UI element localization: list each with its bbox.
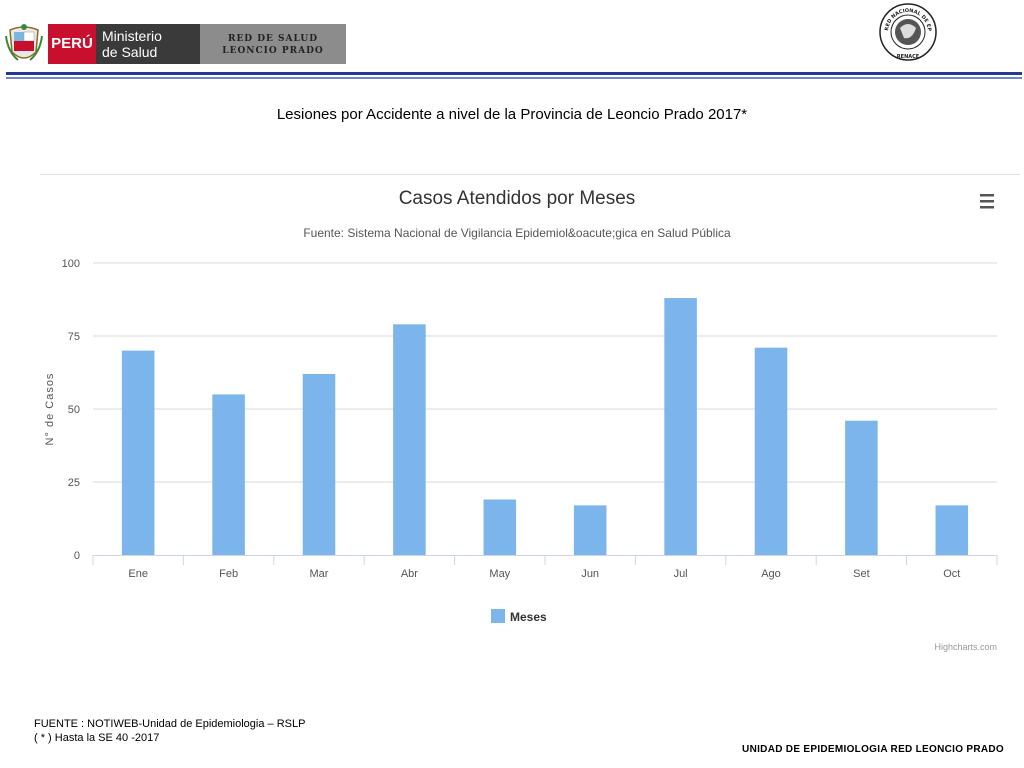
bar-jun[interactable]	[573, 505, 607, 555]
y-tick-label: 50	[68, 404, 80, 416]
bar-ago[interactable]	[754, 347, 788, 555]
bars	[121, 298, 969, 555]
footer-cutoff: ( * ) Hasta la SE 40 -2017	[34, 732, 160, 744]
bar-abr[interactable]	[393, 324, 426, 555]
ministry-label: Ministerio de Salud	[96, 24, 200, 64]
x-tick-label: Feb	[219, 568, 238, 580]
x-axis	[92, 555, 998, 565]
bar-set[interactable]	[845, 420, 878, 555]
ministry-line1: Ministerio	[102, 28, 162, 44]
seal-bottom-text: RENACE	[897, 54, 920, 60]
x-tick-label: Jul	[674, 568, 688, 580]
network-label: RED DE SALUD LEONCIO PRADO	[200, 24, 346, 64]
x-tick-label: Mar	[310, 568, 329, 580]
bar-jul[interactable]	[664, 298, 697, 555]
network-line1: RED DE SALUD	[227, 34, 319, 44]
y-axis-label: N° de Casos	[44, 373, 56, 446]
footer-unit: UNIDAD DE EPIDEMIOLOGIA RED LEONCIO PRAD…	[742, 744, 1004, 755]
legend-label: Meses	[510, 610, 547, 624]
y-tick-labels: 0 25 50 75 100	[62, 258, 80, 562]
footer-source: FUENTE : NOTIWEB-Unidad de Epidemiologia…	[34, 718, 306, 730]
header-divider-top	[6, 72, 1022, 75]
x-tick-label: Oct	[943, 568, 960, 580]
y-tick-label: 0	[74, 550, 80, 562]
peru-label: PERÚ	[48, 24, 96, 64]
bar-feb[interactable]	[212, 394, 245, 555]
highcharts-credits-link[interactable]: Highcharts.com	[934, 642, 997, 652]
header-divider-bottom	[6, 77, 1022, 79]
y-tick-label: 25	[68, 477, 80, 489]
network-line2: LEONCIO PRADO	[222, 46, 324, 56]
hamburger-menu-icon[interactable]	[980, 194, 994, 209]
chart-title: Casos Atendidos por Meses	[399, 188, 636, 209]
bar-may[interactable]	[483, 499, 517, 555]
bar-oct[interactable]	[935, 505, 969, 555]
legend-swatch	[491, 609, 505, 623]
header-logo-group: PERÚ Ministerio de Salud RED DE SALUD LE…	[4, 22, 346, 68]
bar-ene[interactable]	[121, 350, 155, 555]
x-tick-labels: Ene Feb Mar Abr May Jun Jul Ago Set Oct	[128, 568, 960, 580]
x-tick-label: Set	[853, 568, 870, 580]
renace-seal-logo: RED NACIONAL DE EPIDEMIOLOGIA RENACE	[878, 2, 937, 61]
bar-mar[interactable]	[302, 373, 336, 555]
x-tick-label: May	[489, 568, 510, 580]
x-tick-label: Ago	[761, 568, 781, 580]
slide-title: Lesiones por Accidente a nivel de la Pro…	[276, 106, 748, 123]
legend[interactable]: Meses	[491, 609, 547, 624]
x-tick-label: Jun	[581, 568, 599, 580]
chart-frame	[40, 174, 1020, 665]
y-tick-label: 100	[62, 258, 80, 270]
x-tick-label: Abr	[401, 568, 418, 580]
y-tick-label: 75	[68, 331, 80, 343]
coat-of-arms-icon	[5, 24, 43, 61]
chart-subtitle: Fuente: Sistema Nacional de Vigilancia E…	[303, 226, 731, 240]
ministry-line2: de Salud	[102, 44, 158, 60]
x-tick-label: Ene	[128, 568, 148, 580]
